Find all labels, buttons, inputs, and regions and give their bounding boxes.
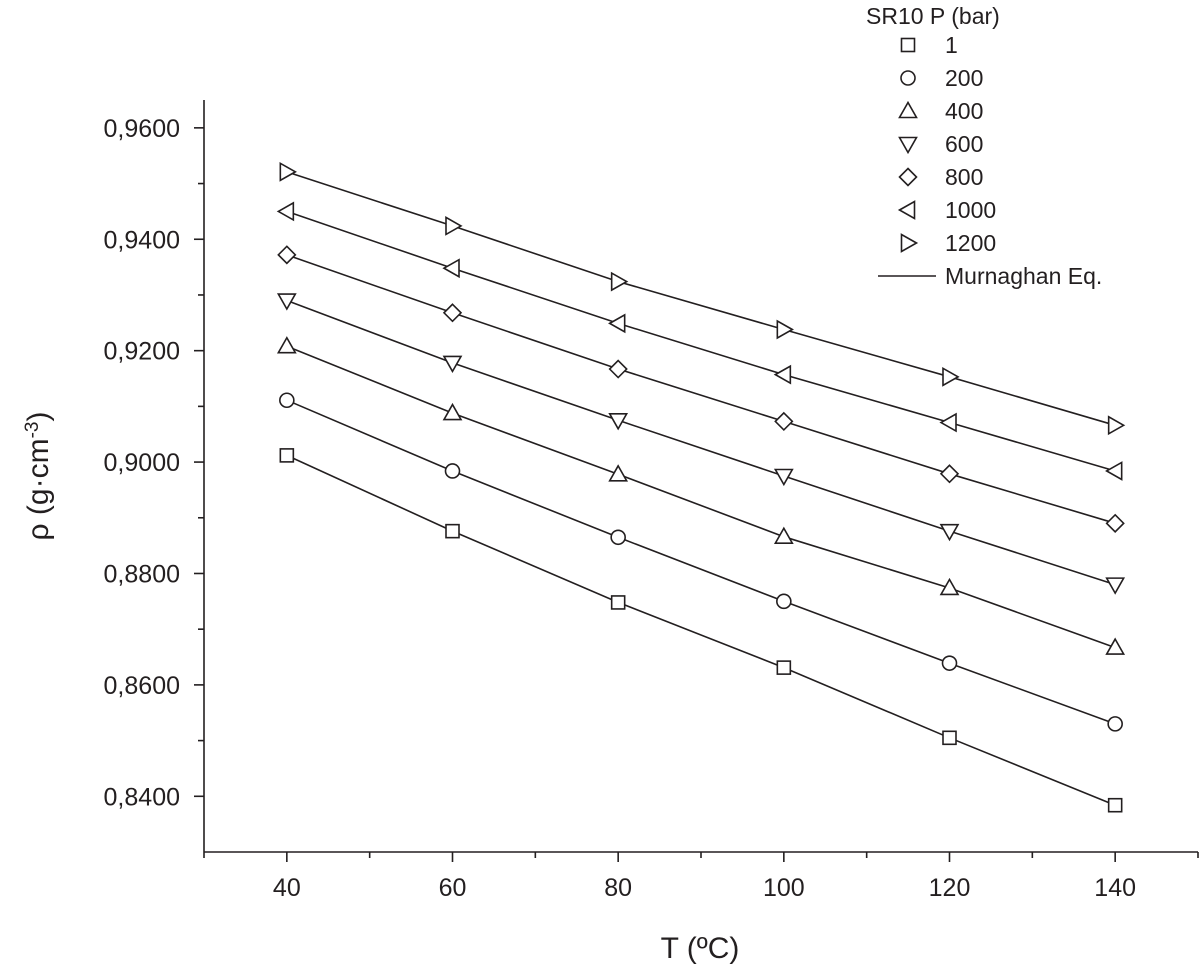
- y-axis-title-close: ): [22, 412, 55, 422]
- y-tick-label: 0,9600: [104, 115, 180, 143]
- data-point-600: [773, 468, 794, 487]
- legend-label-1000: 1000: [945, 197, 996, 223]
- legend-label-200: 200: [945, 65, 983, 91]
- data-point-800: [277, 245, 297, 265]
- legend-symbol-400: [898, 100, 918, 119]
- legend-symbol-1000: [897, 200, 916, 220]
- data-point-1: [279, 448, 295, 463]
- legend-title: SR10 P (bar): [866, 3, 1000, 29]
- data-point-400: [608, 464, 629, 482]
- data-point-400: [773, 526, 794, 545]
- data-point-800: [1105, 513, 1125, 533]
- data-point-800: [442, 303, 463, 323]
- fit-line-1000: [286, 210, 1116, 472]
- y-tick-label: 0,8400: [104, 783, 180, 811]
- legend: SR10 P (bar) 120040060080010001200Murnag…: [866, 3, 1102, 289]
- y-axis-title-main: ρ (g·cm: [22, 438, 55, 540]
- data-markers: [276, 161, 1126, 813]
- data-point-1000: [773, 364, 792, 385]
- y-tick-label: 0,9400: [104, 226, 180, 254]
- fit-line-800: [286, 254, 1116, 525]
- legend-fit-label: Murnaghan Eq.: [945, 263, 1102, 289]
- data-point-1000: [442, 258, 460, 279]
- data-point-400: [442, 402, 463, 421]
- data-point-1000: [608, 313, 626, 334]
- legend-symbol-600: [898, 136, 918, 155]
- plot-axes: 40 60 80 100 120 140 0,8400 0,8600 0,8800 0,9000 0…: [104, 100, 1199, 902]
- fit-line-1200: [286, 171, 1116, 427]
- data-point-400: [939, 577, 960, 596]
- legend-label-1: 1: [945, 32, 958, 58]
- data-point-1000: [939, 412, 957, 433]
- data-point-200: [941, 655, 958, 671]
- data-point-200: [279, 392, 295, 409]
- data-point-1200: [1107, 415, 1126, 436]
- legend-label-600: 600: [945, 131, 983, 157]
- data-point-200: [1107, 716, 1123, 732]
- y-axis-title-superscript: -3: [22, 422, 43, 439]
- legend-label-1200: 1200: [945, 230, 996, 256]
- data-point-1200: [942, 366, 960, 387]
- x-tick-label: 120: [929, 874, 971, 902]
- y-tick-label: 0,8600: [104, 672, 180, 700]
- data-point-200: [444, 463, 461, 479]
- x-tick-label: 60: [439, 874, 467, 902]
- legend-symbol-800: [898, 167, 918, 187]
- data-point-1000: [276, 201, 295, 222]
- x-tick-label: 140: [1094, 874, 1136, 902]
- y-axis-title: ρ (g·cm-3): [22, 412, 56, 541]
- legend-label-400: 400: [945, 98, 983, 124]
- data-point-400: [1105, 637, 1126, 655]
- x-tick-label: 100: [763, 874, 805, 902]
- data-point-600: [276, 293, 297, 311]
- legend-label-800: 800: [945, 164, 983, 190]
- data-point-1: [445, 523, 460, 539]
- fit-line-1: [286, 454, 1116, 806]
- fit-line-400: [286, 345, 1116, 649]
- y-tick-label: 0,8800: [104, 560, 180, 588]
- data-point-1: [776, 660, 792, 675]
- data-point-1200: [445, 216, 463, 236]
- data-point-1200: [776, 319, 794, 340]
- data-point-1200: [279, 161, 297, 182]
- legend-symbol-200: [900, 70, 916, 86]
- data-point-1: [1107, 797, 1123, 813]
- data-point-800: [608, 359, 628, 379]
- data-point-1000: [1105, 461, 1123, 481]
- data-point-600: [1105, 577, 1126, 595]
- data-point-200: [776, 593, 792, 610]
- data-point-1: [942, 730, 957, 746]
- data-point-600: [608, 412, 629, 431]
- fit-line-600: [286, 299, 1116, 586]
- data-point-1200: [610, 271, 629, 292]
- data-point-800: [774, 411, 794, 432]
- y-tick-label: 0,9200: [104, 338, 180, 366]
- y-tick-label: 0,9000: [104, 449, 180, 477]
- x-tick-label: 40: [273, 874, 301, 902]
- data-point-400: [276, 336, 297, 354]
- legend-symbol-1200: [900, 233, 919, 253]
- fit-line-200: [286, 399, 1116, 725]
- data-point-800: [939, 464, 960, 484]
- data-point-1: [610, 595, 626, 610]
- data-point-600: [939, 523, 960, 542]
- data-point-200: [610, 529, 626, 546]
- x-tick-label: 80: [604, 874, 632, 902]
- data-point-600: [442, 355, 463, 374]
- x-axis-title: T (ºC): [661, 932, 740, 965]
- legend-symbol-1: [900, 37, 916, 53]
- murnaghan-fit-lines: [286, 171, 1116, 806]
